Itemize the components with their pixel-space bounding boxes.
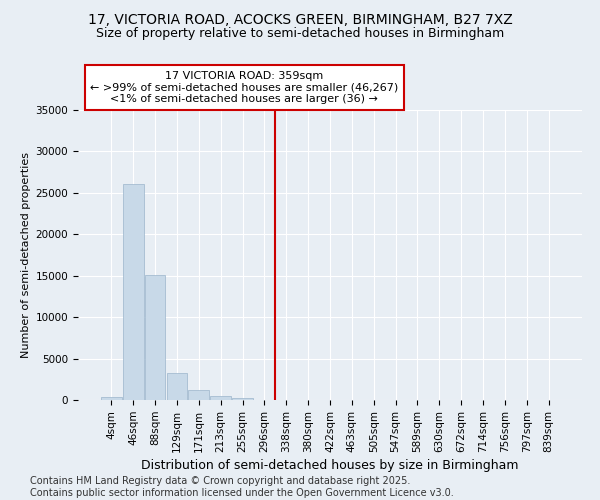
Y-axis label: Number of semi-detached properties: Number of semi-detached properties (22, 152, 31, 358)
Text: 17 VICTORIA ROAD: 359sqm
← >99% of semi-detached houses are smaller (46,267)
<1%: 17 VICTORIA ROAD: 359sqm ← >99% of semi-… (90, 71, 398, 104)
Bar (123, 184, 143, 400)
Bar (101, 397, 122, 400)
Bar (210, 396, 231, 400)
Text: Contains HM Land Registry data © Crown copyright and database right 2025.
Contai: Contains HM Land Registry data © Crown c… (30, 476, 454, 498)
X-axis label: Distribution of semi-detached houses by size in Birmingham: Distribution of semi-detached houses by … (141, 459, 519, 472)
Bar (188, 390, 209, 400)
Bar (145, 275, 166, 400)
Bar (232, 398, 253, 400)
Text: 17, VICTORIA ROAD, ACOCKS GREEN, BIRMINGHAM, B27 7XZ: 17, VICTORIA ROAD, ACOCKS GREEN, BIRMING… (88, 12, 512, 26)
Bar (167, 374, 187, 400)
Text: Size of property relative to semi-detached houses in Birmingham: Size of property relative to semi-detach… (96, 28, 504, 40)
